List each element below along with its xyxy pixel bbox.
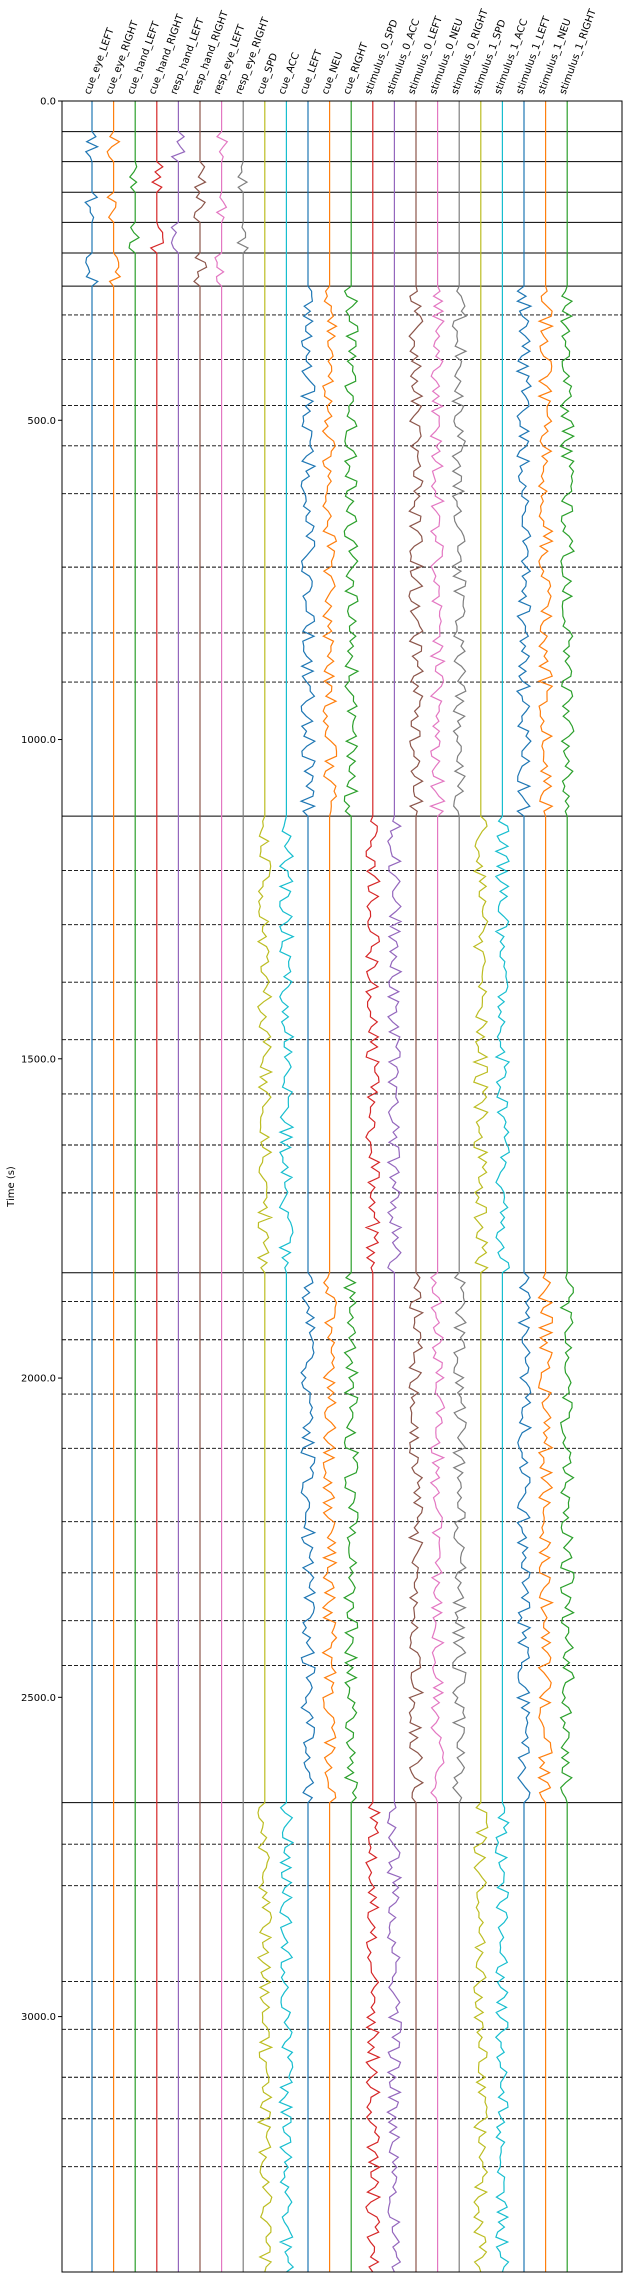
y-tick-label-4: 2000.0 (21, 1374, 56, 1385)
trace-cue_eye_RIGHT (106, 101, 122, 2272)
trace-cue_eye_LEFT (84, 101, 100, 2272)
trace-resp_eye_LEFT (214, 101, 229, 2272)
trace-stimulus_0_RIGHT (451, 101, 468, 2272)
y-tick-label-3: 1500.0 (21, 1054, 56, 1065)
channel-label-cue_ACC: cue_ACC (277, 51, 302, 96)
trace-cue_hand_LEFT (128, 101, 140, 2272)
channel-traces (84, 101, 576, 2273)
plot-frame (61, 100, 623, 2273)
trace-cue_SPD (256, 101, 274, 2273)
channel-labels: cue_eye_LEFTcue_eye_RIGHTcue_hand_LEFTcu… (82, 7, 599, 96)
trace-resp_hand_LEFT (170, 101, 186, 2272)
y-tick-label-1: 500.0 (27, 416, 56, 427)
y-tick-label-6: 3000.0 (21, 2012, 56, 2023)
y-tick-label-5: 2500.0 (21, 1693, 56, 1704)
y-axis-label: Time (s) (6, 1166, 17, 1208)
channel-label-cue_NEU: cue_NEU (320, 51, 345, 96)
trace-stimulus_0_SPD (364, 101, 382, 2273)
trace-cue_hand_RIGHT (149, 101, 165, 2272)
trace-stimulus_0_NEU (428, 101, 446, 2272)
trace-stimulus_0_ACC (386, 101, 403, 2273)
trace-stimulus_1_RIGHT (559, 101, 576, 2272)
channel-label-cue_SPD: cue_SPD (255, 52, 280, 97)
y-axis: 0.0 500.0 1000.0 1500.0 2000.0 2500.0 3000.0 (21, 97, 62, 2023)
trace-stimulus_1_NEU (537, 101, 554, 2272)
trace-stimulus_1_SPD (472, 101, 489, 2273)
trace-stimulus_1_LEFT (515, 101, 533, 2272)
trace-stimulus_1_ACC (494, 101, 511, 2273)
y-tick-label-2: 1000.0 (21, 735, 56, 746)
trace-resp_eye_RIGHT (236, 101, 249, 2272)
y-tick-label-0: 0.0 (40, 97, 56, 108)
trace-cue_LEFT (299, 101, 317, 2272)
trace-cue_ACC (278, 101, 295, 2273)
boundary-lines (62, 131, 622, 2168)
trace-cue_NEU (321, 101, 338, 2272)
trace-stimulus_0_LEFT (407, 101, 425, 2272)
trace-resp_hand_RIGHT (193, 101, 208, 2272)
trace-cue_RIGHT (342, 101, 360, 2272)
